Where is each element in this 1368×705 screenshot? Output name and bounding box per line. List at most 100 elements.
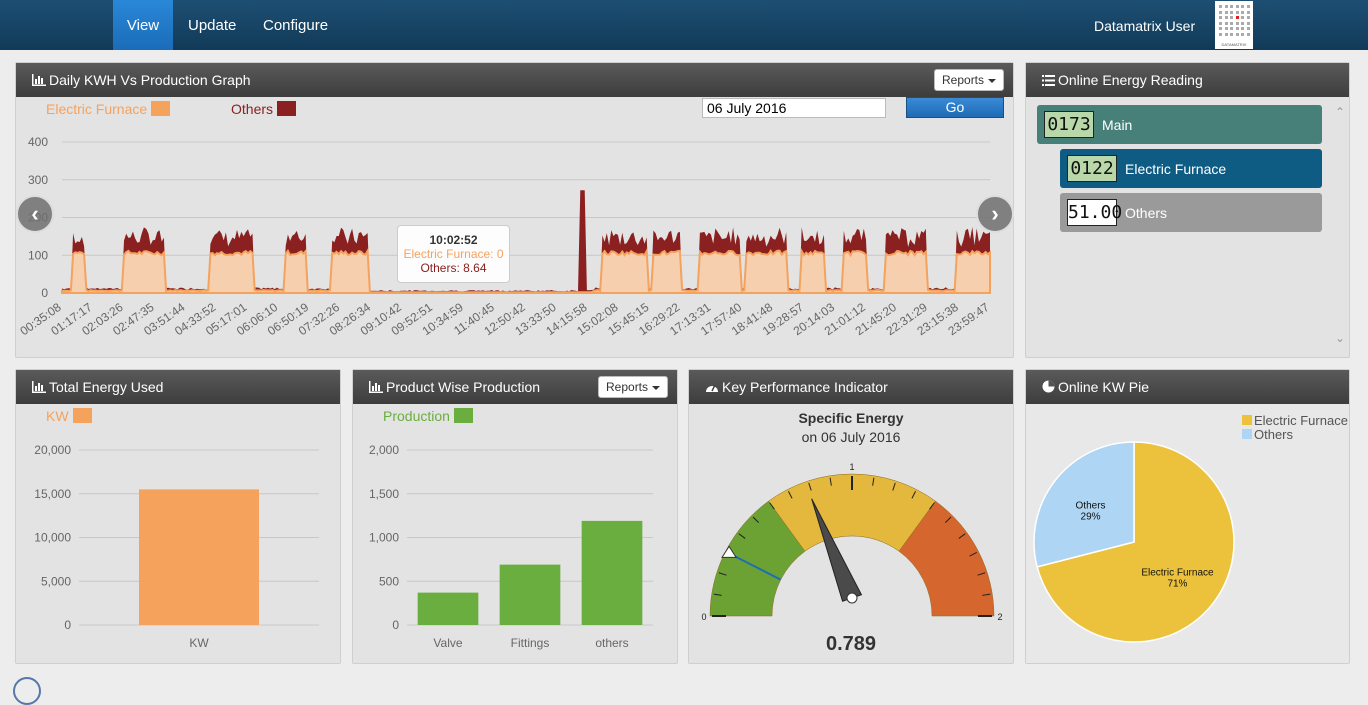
chart-tooltip: 10:02:52 Electric Furnace: 0 Others: 8.6… (397, 225, 510, 283)
tooltip-line2: Others: 8.64 (420, 261, 487, 275)
logo-dot (1224, 5, 1228, 8)
y-tick-label: 500 (379, 574, 399, 588)
scroll-down-icon[interactable]: ⌄ (1334, 331, 1345, 345)
kpi-date: on 06 July 2016 (801, 429, 901, 445)
reading-main[interactable]: 0173 Main (1037, 105, 1322, 144)
product-panel-header: Product Wise Production Reports (353, 370, 677, 404)
user-name[interactable]: Datamatrix User (1094, 18, 1196, 34)
gauge-min-label: 0 (701, 612, 706, 622)
legend-production[interactable]: Production (383, 408, 473, 424)
gauge-tick (752, 516, 760, 524)
tooltip-line1: Electric Furnace: 0 (403, 247, 504, 261)
kwh-reports-button[interactable]: Reports (934, 69, 1005, 91)
scroll-up-icon[interactable]: ⌃ (1334, 105, 1345, 119)
legend-label: Others (231, 101, 274, 117)
logo-dot (1246, 10, 1250, 14)
caret-down-icon (652, 385, 661, 390)
bar-valve[interactable] (417, 592, 479, 625)
date-input[interactable] (702, 98, 886, 118)
gauge-tick (808, 482, 812, 491)
gauge-tick (911, 491, 917, 499)
nav-view[interactable]: View (113, 0, 173, 50)
pie-panel-title: Online KW Pie (1058, 379, 1150, 395)
logo-dot (1224, 10, 1228, 14)
reading-others[interactable]: 51.00 Others (1060, 193, 1322, 232)
logo-dot (1219, 5, 1222, 8)
pie-chart-icon (1042, 371, 1055, 405)
legend-others[interactable]: Others (231, 101, 297, 117)
total-bar-chart: 0 5,000 10,000 15,000 20,000 KW (34, 443, 319, 650)
y-tick-label: 400 (28, 135, 48, 149)
gauge-tick (958, 533, 966, 539)
pie-slice-pct: 71% (1167, 579, 1187, 590)
pie-slice-electric-furnace[interactable] (1036, 441, 1235, 643)
gauge-band-red (898, 500, 995, 617)
reports-label: Reports (942, 73, 985, 87)
gauge-tick (769, 502, 775, 510)
reading-list: 0173 Main 0122 Electric Furnace 51.00 Ot… (1027, 99, 1348, 357)
pie-panel-header: Online KW Pie (1026, 370, 1349, 404)
gauge-target-line (728, 552, 782, 581)
lcd-display: 0122 (1067, 155, 1117, 182)
gauge-mid-label: 1 (849, 462, 854, 472)
gauge-tick (829, 477, 832, 486)
x-tick-label: others (595, 636, 628, 650)
chevron-left-icon[interactable]: ‹ (16, 195, 54, 233)
go-button[interactable]: Go (906, 97, 1004, 118)
gauge-tick (713, 593, 722, 596)
legend-kw[interactable]: KW (46, 408, 92, 424)
product-reports-button[interactable]: Reports (598, 376, 669, 398)
legend-label: Electric Furnace (46, 101, 148, 117)
pie-slice-label: Electric Furnace (1141, 568, 1214, 579)
logo-dot (1241, 32, 1244, 36)
kpi-panel: Key Performance Indicator Specific Energ… (688, 369, 1014, 664)
product-bar-chart: 0 500 1,000 1,500 2,000 Valve Fittings others (369, 443, 653, 650)
logo-dot (1235, 27, 1239, 30)
pie-panel: Online KW Pie Electric Furnace 71% Others 2… (1025, 369, 1350, 664)
bar-fittings[interactable] (499, 564, 561, 625)
y-tick-label: 100 (28, 248, 48, 262)
reading-panel: Online Energy Reading 0173 Main 0122 Ele… (1025, 62, 1350, 358)
kpi-panel-header: Key Performance Indicator (689, 370, 1013, 404)
logo-dot (1230, 5, 1233, 8)
logo-dot (1241, 21, 1244, 25)
logo-dot (1241, 5, 1244, 8)
pie-slice-pct: 29% (1081, 511, 1101, 522)
product-panel-title: Product Wise Production (386, 379, 541, 395)
y-tick-label: 0 (41, 286, 48, 300)
logo-dot (1235, 16, 1239, 19)
caret-down-icon (988, 78, 997, 83)
legend-swatch (72, 408, 92, 423)
pie-legend-label[interactable]: Others (1254, 427, 1294, 442)
pie-slice-others[interactable] (1033, 441, 1135, 568)
legend-electric-furnace[interactable]: Electric Furnace (46, 101, 171, 117)
y-tick-label: 20,000 (34, 443, 71, 457)
logo-dot (1219, 16, 1222, 19)
logo-dot (1230, 21, 1233, 25)
pie-legend-swatch (1242, 429, 1252, 439)
reading-label: Others (1125, 205, 1168, 221)
nav-update[interactable]: Update (188, 17, 237, 34)
gauge-tick (944, 516, 952, 524)
lcd-display: 51.00 (1067, 199, 1122, 226)
reading-electric-furnace[interactable]: 0122 Electric Furnace (1060, 149, 1322, 188)
gauge-tick (977, 572, 986, 576)
logo-dot (1219, 27, 1222, 30)
kwh-panel-title: Daily KWH Vs Production Graph (49, 72, 251, 88)
kwh-panel: Daily KWH Vs Production Graph Reports El… (15, 62, 1014, 358)
chevron-right-icon[interactable]: › (976, 195, 1014, 233)
kpi-panel-title: Key Performance Indicator (722, 379, 888, 395)
list-icon (1042, 64, 1055, 98)
gauge-tick (718, 572, 727, 576)
bar-others[interactable] (581, 520, 643, 625)
company-logo: DATAMATRIX (1215, 1, 1253, 49)
nav-configure[interactable]: Configure (263, 17, 329, 34)
bar-chart-icon (369, 371, 383, 405)
pie-legend-label[interactable]: Electric Furnace (1254, 413, 1348, 428)
legend-swatch (151, 101, 171, 116)
logo-dot (1241, 27, 1244, 30)
bar-kw[interactable] (139, 489, 259, 625)
y-tick-label: 10,000 (34, 531, 71, 545)
series-electric-furnace-area (61, 247, 991, 294)
